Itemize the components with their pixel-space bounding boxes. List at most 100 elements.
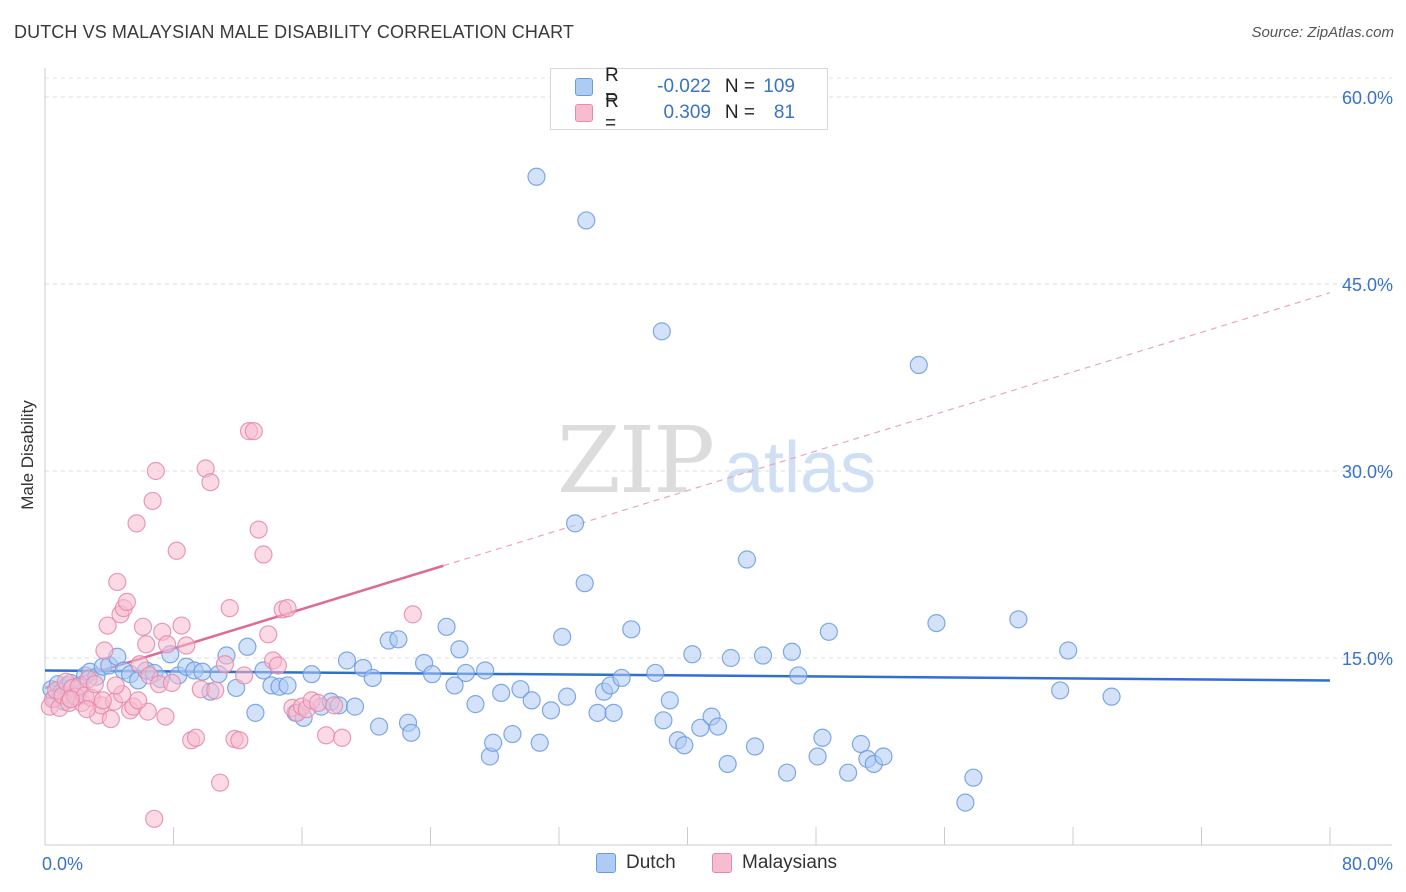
legend-n-value: 81	[773, 102, 795, 123]
dutch-point	[721, 648, 740, 668]
legend-n-value: 109	[763, 76, 795, 97]
dutch-point	[813, 728, 832, 747]
chart-title: DUTCH VS MALAYSIAN MALE DISABILITY CORRE…	[14, 22, 574, 42]
dutch-point	[1102, 687, 1121, 706]
malaysians-point	[101, 709, 120, 729]
dutch-point	[1009, 610, 1028, 629]
malaysians-point	[201, 473, 220, 492]
dutch-point	[484, 733, 503, 752]
dutch-point	[450, 640, 469, 659]
malaysians-point	[254, 545, 273, 564]
malaysians-point	[143, 491, 162, 511]
malaysians-point	[186, 728, 206, 747]
malaysians-point	[172, 616, 191, 635]
dutch-point	[565, 514, 585, 533]
legend-malaysians-label: Malaysians	[742, 852, 838, 873]
legend-r-label: R =	[605, 91, 619, 134]
legend-r-label: R =	[605, 65, 619, 108]
malaysians-point	[167, 541, 186, 560]
dutch-point	[718, 754, 737, 774]
dutch-point	[808, 747, 827, 766]
dutch-point	[541, 701, 561, 720]
malaysians-point	[156, 707, 175, 726]
dutch-point	[588, 703, 607, 722]
y-tick-label: 60.0%	[1342, 88, 1393, 108]
dutch-point	[964, 768, 983, 787]
watermark-zip: ZIP	[557, 407, 713, 514]
dutch-point	[1051, 681, 1070, 700]
dutch-point	[909, 355, 928, 375]
axes	[44, 68, 1392, 846]
dutch-point	[492, 683, 511, 703]
dutch-point	[363, 668, 382, 688]
dutch-point	[530, 733, 549, 752]
legend-item-malaysians[interactable]: Malaysians	[712, 852, 837, 874]
malaysians-point	[259, 625, 278, 644]
malaysians-point	[278, 599, 297, 618]
dutch-point	[437, 617, 456, 636]
watermark: ZIP atlas	[557, 407, 876, 514]
malaysians-point	[61, 690, 80, 709]
malaysians-point	[77, 700, 96, 719]
series-legend: Dutch Malaysians	[0, 852, 1406, 878]
malaysians-point	[210, 773, 230, 792]
y-tick-label: 30.0%	[1342, 462, 1393, 482]
source-label: Source: ZipAtlas.com	[1251, 24, 1394, 41]
malaysians-trend-extension	[443, 292, 1331, 567]
dutch-point	[511, 680, 530, 699]
dutch-point	[819, 622, 838, 641]
malaysians-point	[230, 731, 249, 750]
malaysians-point	[403, 605, 422, 624]
malaysians-swatch-icon	[575, 104, 593, 122]
dutch-point	[604, 703, 623, 722]
dutch-point	[745, 737, 765, 756]
malaysians-point	[146, 461, 165, 481]
legend-n-label: N =	[724, 102, 755, 123]
malaysians-point	[333, 728, 352, 747]
malaysians-point	[249, 520, 268, 539]
legend-row-malaysians: R = 0.309 N = 81	[575, 91, 795, 134]
dutch-point	[753, 646, 773, 665]
malaysians-point	[220, 599, 239, 618]
malaysians-point	[268, 656, 288, 675]
dutch-point	[389, 630, 408, 649]
malaysians-point	[157, 635, 177, 654]
malaysians-point	[325, 696, 344, 715]
dutch-point	[503, 724, 522, 744]
watermark-atlas: atlas	[724, 428, 876, 508]
dutch-legend-icon	[596, 853, 616, 873]
malaysians-point	[127, 514, 146, 533]
dutch-point	[660, 691, 679, 710]
dutch-point	[708, 717, 728, 736]
malaysians-point	[316, 726, 336, 745]
malaysians-point	[244, 422, 263, 441]
dutch-point	[278, 676, 297, 695]
malaysians-point	[162, 673, 181, 693]
dutch-point	[557, 687, 577, 706]
grid-lines	[45, 77, 1392, 659]
dutch-point	[777, 763, 797, 782]
dutch-point	[851, 734, 871, 754]
tick-labels: 15.0% 30.0% 45.0% 60.0% 0.0% 80.0%	[42, 88, 1393, 874]
dutch-point	[675, 736, 694, 755]
malaysians-point	[117, 592, 137, 612]
dutch-point	[476, 661, 495, 680]
stats-legend: R = -0.022 N = 109 R = 0.309 N = 81	[550, 65, 828, 134]
malaysians-point	[108, 572, 127, 592]
x-tick-label: 80.0%	[1342, 854, 1393, 874]
malaysians-point	[106, 676, 125, 695]
x-tick-label: 0.0%	[42, 854, 83, 874]
malaysians-point	[95, 641, 114, 660]
dutch-point	[622, 620, 641, 639]
dutch-point	[646, 663, 665, 683]
malaysians-point	[93, 691, 112, 710]
dutch-point	[1059, 641, 1078, 660]
dutch-point	[370, 717, 389, 736]
malaysians-legend-icon	[712, 853, 732, 873]
dutch-point	[874, 747, 893, 766]
dutch-point	[456, 663, 475, 683]
dutch-point	[337, 651, 357, 670]
legend-item-dutch[interactable]: Dutch	[596, 852, 676, 874]
dutch-point	[737, 550, 757, 569]
malaysians-point	[129, 691, 148, 710]
